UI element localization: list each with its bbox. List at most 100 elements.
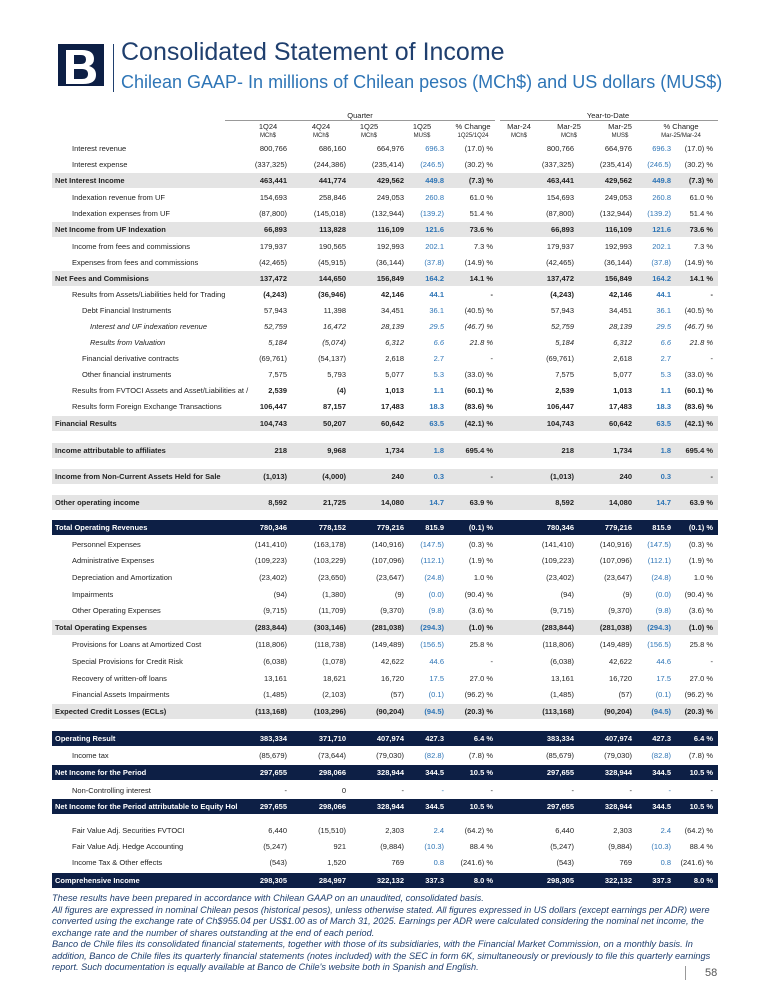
- row-label: Net Income from UF Indexation: [55, 225, 166, 234]
- cell-value: 27.0 %: [689, 674, 713, 683]
- cell-value: (54,137): [318, 354, 346, 363]
- cell-value: (11,709): [318, 606, 346, 615]
- cell-value: (132,944): [599, 209, 632, 218]
- cell-value: 2,303: [613, 826, 632, 835]
- cell-value: (241.6) %: [460, 858, 493, 867]
- cell-value: 14.7: [656, 498, 671, 507]
- cell-value: 63.5: [656, 419, 671, 428]
- table-row: Net Interest Income 463,441 441,774 429,562…: [52, 173, 718, 188]
- cell-value: 664,976: [376, 144, 404, 153]
- cell-value: (90.4) %: [464, 590, 493, 599]
- cell-value: 260.8: [652, 193, 671, 202]
- row-label: Interest and UF indexation revenue: [90, 322, 208, 331]
- cell-value: 8.0 %: [473, 876, 493, 885]
- cell-value: (1,485): [263, 690, 287, 699]
- cell-value: 769: [391, 858, 404, 867]
- cell-value: 328,944: [604, 768, 632, 777]
- cell-value: 298,305: [546, 876, 574, 885]
- cell-value: (244,386): [313, 160, 346, 169]
- cell-value: (10.3): [424, 842, 444, 851]
- cell-value: 34,451: [381, 306, 404, 315]
- cell-value: 8,592: [555, 498, 574, 507]
- row-label: Net Fees and Commisions: [55, 274, 149, 283]
- cell-value: 696.3: [652, 144, 671, 153]
- cell-value: (0.1): [428, 690, 444, 699]
- cell-value: 66,893: [264, 225, 287, 234]
- group-header: Quarter: [347, 111, 373, 120]
- cell-value: 5,184: [555, 338, 574, 347]
- cell-value: 1.8: [660, 446, 671, 455]
- row-label: Net Income for the Period: [55, 768, 147, 777]
- table-row: Net Income for the Period attributable t…: [52, 799, 718, 814]
- cell-value: (281,038): [371, 623, 404, 632]
- row-label: Net Income for the Period attributable t…: [55, 802, 238, 811]
- table-row: Non-Controlling interest - 0 - - - - - - -: [52, 783, 718, 798]
- row-label: Personnel Expenses: [72, 540, 141, 549]
- cell-value: -: [490, 354, 494, 363]
- cell-value: 800,766: [259, 144, 287, 153]
- cell-value: (543): [269, 858, 287, 867]
- cell-value: (69,761): [259, 354, 287, 363]
- cell-value: (14.9) %: [464, 258, 493, 267]
- cell-value: (6,038): [263, 657, 287, 666]
- cell-value: (94.5): [424, 707, 444, 716]
- cell-value: 407,974: [604, 734, 632, 743]
- row-label: Special Provisions for Credit Risk: [72, 657, 183, 666]
- cell-value: 106,447: [259, 402, 287, 411]
- cell-value: 1.8: [433, 446, 444, 455]
- cell-value: 17.5: [656, 674, 671, 683]
- cell-value: (79,030): [376, 751, 404, 760]
- row-label: Debt Financial Instruments: [82, 306, 172, 315]
- table-row: Indexation revenue from UF 154,693 258,846…: [52, 190, 718, 205]
- row-label: Interest revenue: [72, 144, 127, 153]
- cell-value: (337,325): [541, 160, 574, 169]
- cell-value: (9,370): [380, 606, 404, 615]
- cell-value: 2,303: [385, 826, 404, 835]
- cell-value: (156.5): [647, 640, 671, 649]
- cell-value: (96.2) %: [684, 690, 713, 699]
- cell-value: -: [710, 472, 714, 481]
- cell-value: (0.1) %: [688, 523, 713, 532]
- cell-value: 104,743: [259, 419, 287, 428]
- cell-value: 6.6: [660, 338, 671, 347]
- cell-value: (0.1): [655, 690, 671, 699]
- row-label: Non-Controlling interest: [72, 786, 151, 795]
- cell-value: 2.7: [660, 354, 671, 363]
- cell-value: (4,243): [263, 290, 287, 299]
- cell-value: (118,806): [255, 640, 287, 649]
- cell-value: (94): [273, 590, 287, 599]
- cell-value: (17.0) %: [464, 144, 493, 153]
- cell-value: (132,944): [371, 209, 404, 218]
- row-label: Financial Assets Impairments: [72, 690, 170, 699]
- cell-value: (141,410): [254, 540, 287, 549]
- column-header: Mar-25: [557, 122, 581, 131]
- cell-value: 18.3: [429, 402, 444, 411]
- cell-value: (7.8) %: [468, 751, 493, 760]
- cell-value: 13,161: [264, 674, 287, 683]
- cell-value: (94): [560, 590, 574, 599]
- row-label: Provisions for Loans at Amortized Cost: [72, 640, 202, 649]
- cell-value: -: [401, 786, 405, 795]
- cell-value: (283,844): [541, 623, 574, 632]
- cell-value: 6,440: [555, 826, 574, 835]
- cell-value: 88.4 %: [469, 842, 493, 851]
- cell-value: 113,828: [319, 225, 346, 234]
- column-unit: MUS$: [611, 133, 629, 139]
- cell-value: (149,489): [599, 640, 632, 649]
- row-label: Fair Value Adj. Securities FVTOCI: [72, 826, 185, 835]
- cell-value: (20.3) %: [684, 707, 713, 716]
- cell-value: (96.2) %: [464, 690, 493, 699]
- cell-value: 1.1: [660, 386, 671, 395]
- cell-value: (0.3) %: [468, 540, 493, 549]
- cell-value: (7.3) %: [468, 176, 493, 185]
- cell-value: (90.4) %: [684, 590, 713, 599]
- cell-value: 7.3 %: [693, 242, 713, 251]
- cell-value: 5,077: [613, 370, 632, 379]
- cell-value: (60.1) %: [464, 386, 493, 395]
- cell-value: 73.6 %: [469, 225, 493, 234]
- cell-value: 696.3: [425, 144, 444, 153]
- cell-value: (118,806): [542, 640, 574, 649]
- cell-value: 42,622: [381, 657, 404, 666]
- cell-value: (9.8): [428, 606, 444, 615]
- cell-value: 780,346: [259, 523, 287, 532]
